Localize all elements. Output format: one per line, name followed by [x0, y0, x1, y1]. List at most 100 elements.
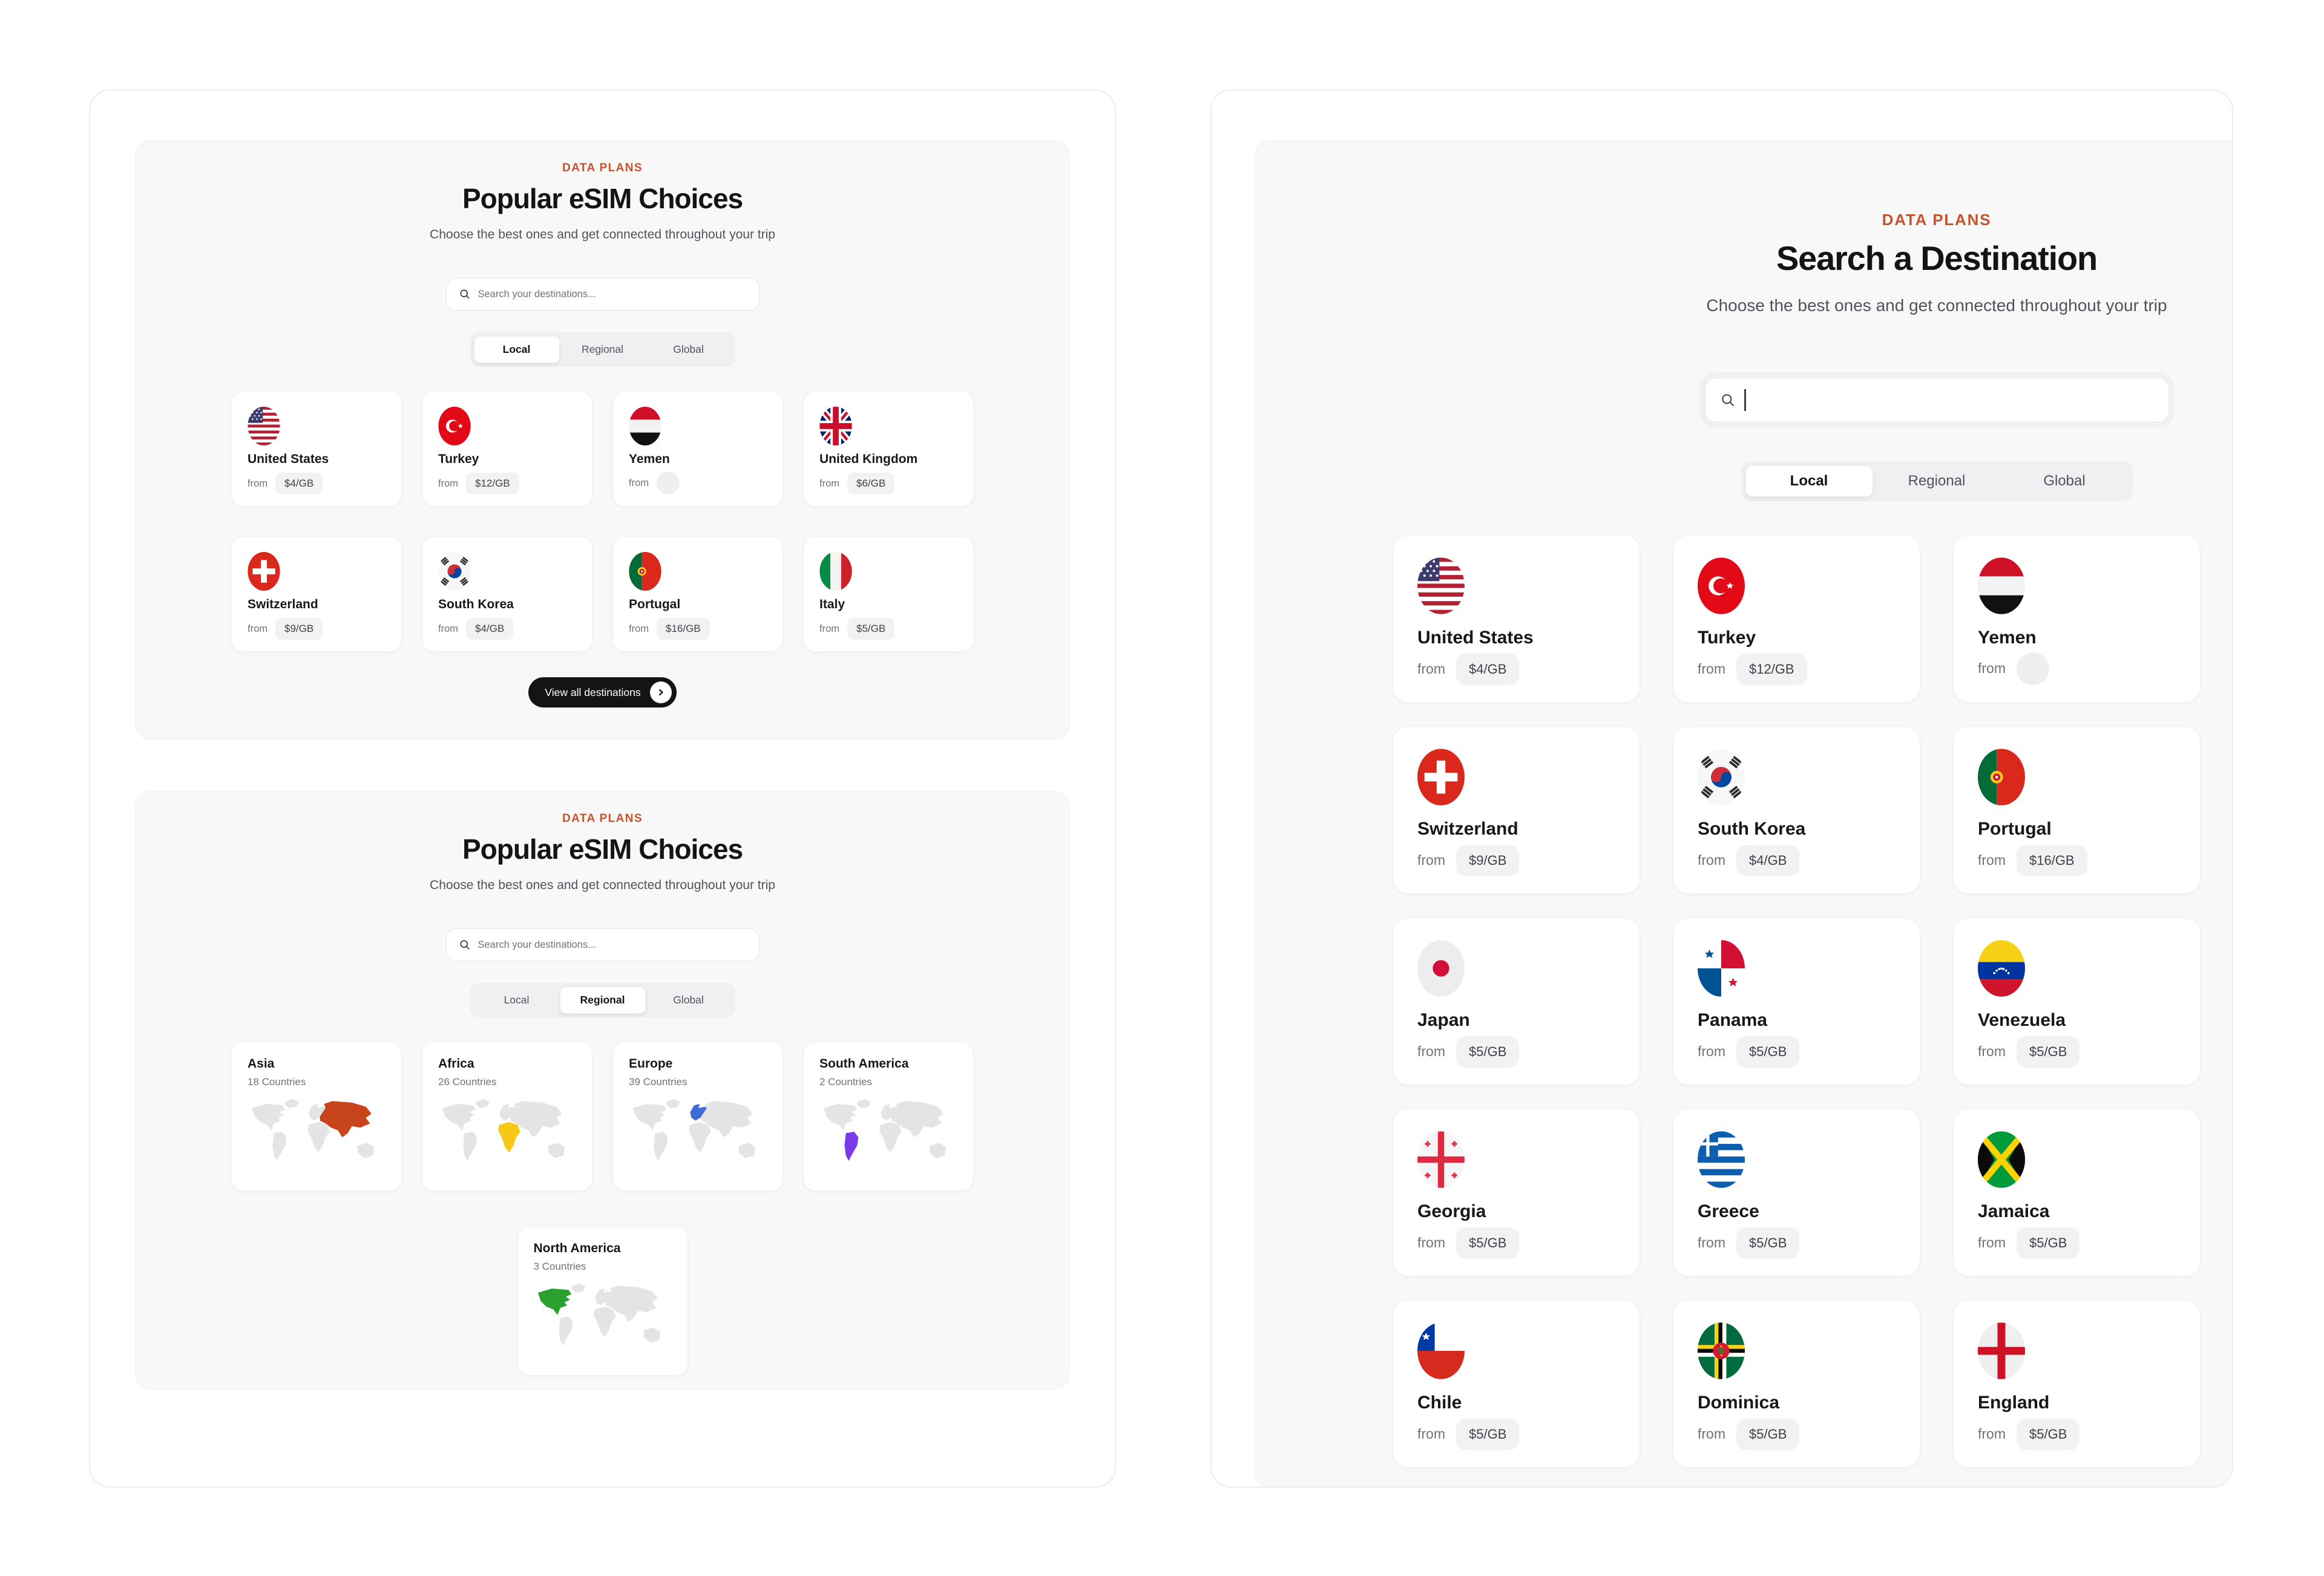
- country-card[interactable]: Turkey from $12/GB: [422, 391, 592, 507]
- price-row: from $12/GB: [438, 473, 576, 495]
- country-card-grid: United States from $4/GB Turkey from $12…: [231, 391, 974, 652]
- country-card[interactable]: Italy from $5/GB: [803, 536, 974, 652]
- price-badge: $16/GB: [2017, 844, 2087, 876]
- view-all-destinations-button[interactable]: View all destinations: [528, 677, 677, 708]
- price-row: from $16/GB: [1978, 844, 2176, 876]
- tab-regional[interactable]: Regional: [581, 343, 624, 356]
- price-row: from $4/GB: [438, 618, 576, 640]
- from-label: from: [1978, 852, 2006, 868]
- price-badge: $5/GB: [847, 618, 895, 640]
- search-destination-panel: DATA PLANS Search a Destination Choose t…: [1210, 90, 2233, 1488]
- turkey-flag-icon: [1698, 557, 1745, 614]
- turkey-flag-icon: [438, 407, 471, 445]
- price-row: from $4/GB: [1417, 653, 1615, 685]
- country-card[interactable]: Switzerland from $9/GB: [1393, 726, 1640, 894]
- country-card[interactable]: England from $5/GB: [1953, 1299, 2201, 1468]
- world-map-north-america: [534, 1281, 673, 1352]
- region-card[interactable]: South America 2 Countries: [803, 1042, 974, 1192]
- popular-esim-panel: DATA PLANS Popular eSIM Choices Choose t…: [89, 90, 1116, 1488]
- country-card[interactable]: United Kingdom from $6/GB: [803, 391, 974, 507]
- country-card[interactable]: United States from $4/GB: [231, 391, 402, 507]
- region-card[interactable]: Europe 39 Countries: [612, 1042, 783, 1192]
- tab-local[interactable]: Local: [504, 994, 530, 1006]
- price-badge: $4/GB: [1736, 844, 1800, 876]
- section-subtitle: Choose the best ones and get connected t…: [1706, 296, 2167, 315]
- price-badge: $5/GB: [1736, 1036, 1800, 1068]
- tab-global[interactable]: Global: [673, 343, 704, 356]
- from-label: from: [819, 623, 839, 634]
- view-all-label: View all destinations: [545, 686, 641, 698]
- tab-local[interactable]: Local: [473, 336, 560, 364]
- country-card[interactable]: Georgia from $5/GB: [1393, 1108, 1640, 1276]
- italy-flag-icon: [819, 552, 852, 591]
- destination-search-focused[interactable]: [1704, 377, 2169, 422]
- world-map-south-america: [819, 1096, 959, 1167]
- price-badge: $4/GB: [466, 618, 514, 640]
- jamaica-flag-icon: [1978, 1131, 2025, 1188]
- price-row: from $4/GB: [248, 473, 386, 495]
- switzerland-flag-icon: [248, 552, 280, 591]
- price-badge: $9/GB: [275, 618, 323, 640]
- country-card[interactable]: Yemen from: [612, 391, 783, 507]
- price-row: from $5/GB: [819, 618, 957, 640]
- price-row: from $16/GB: [629, 618, 767, 640]
- country-card[interactable]: Panama from $5/GB: [1673, 917, 1920, 1085]
- country-card-grid: United States from $4/GB Turkey from $12…: [1393, 534, 2232, 1468]
- country-card[interactable]: Portugal from $16/GB: [1953, 726, 2201, 894]
- from-label: from: [1698, 1426, 1725, 1442]
- from-label: from: [1417, 852, 1445, 868]
- tab-regional[interactable]: Regional: [1908, 472, 1966, 489]
- region-card[interactable]: North America 3 Countries: [517, 1226, 688, 1376]
- chevron-circle: [649, 681, 672, 704]
- search-input[interactable]: [1753, 391, 2115, 409]
- country-card[interactable]: Portugal from $16/GB: [612, 536, 783, 652]
- price-row: from: [629, 471, 767, 495]
- country-card[interactable]: Switzerland from $9/GB: [231, 536, 402, 652]
- chile-flag-icon: [1417, 1322, 1465, 1379]
- switzerland-flag-icon: [1417, 749, 1465, 806]
- country-card[interactable]: Dominica from $5/GB: [1673, 1299, 1920, 1468]
- country-card[interactable]: Turkey from $12/GB: [1673, 534, 1920, 703]
- from-label: from: [1417, 1235, 1445, 1251]
- tab-local[interactable]: Local: [1745, 465, 1873, 497]
- country-card[interactable]: Jamaica from $5/GB: [1953, 1108, 2201, 1276]
- country-name: Switzerland: [248, 597, 318, 612]
- panama-flag-icon: [1698, 940, 1745, 997]
- price-row: from $5/GB: [1417, 1227, 1615, 1259]
- section-eyebrow: DATA PLANS: [562, 162, 643, 174]
- tab-regional[interactable]: Regional: [559, 987, 646, 1014]
- price-badge: $4/GB: [1456, 653, 1520, 685]
- region-card[interactable]: Africa 26 Countries: [422, 1042, 592, 1192]
- from-label: from: [1978, 1235, 2006, 1251]
- world-map-asia: [248, 1096, 387, 1167]
- price-row: from $5/GB: [1417, 1418, 1615, 1450]
- country-card[interactable]: Japan from $5/GB: [1393, 917, 1640, 1085]
- region-card-centered-row: North America 3 Countries: [517, 1226, 688, 1376]
- country-card[interactable]: South Korea from $4/GB: [422, 536, 592, 652]
- search-destination-section: DATA PLANS Search a Destination Choose t…: [1255, 140, 2232, 1486]
- country-card[interactable]: Greece from $5/GB: [1673, 1108, 1920, 1276]
- price-badge: $5/GB: [2017, 1418, 2080, 1450]
- destination-search[interactable]: [445, 928, 760, 962]
- country-name: South Korea: [1698, 818, 1806, 839]
- destination-search[interactable]: [445, 278, 760, 311]
- country-card[interactable]: Venezuela from $5/GB: [1953, 917, 2201, 1085]
- country-card[interactable]: United States from $4/GB: [1393, 534, 1640, 703]
- search-input[interactable]: [476, 938, 720, 951]
- country-card[interactable]: Yemen from: [1953, 534, 2201, 703]
- price-badge: $5/GB: [2017, 1036, 2080, 1068]
- country-card[interactable]: South Korea from $4/GB: [1673, 726, 1920, 894]
- section-eyebrow: DATA PLANS: [562, 812, 643, 825]
- tab-global[interactable]: Global: [2043, 472, 2086, 489]
- dominica-flag-icon: [1698, 1322, 1745, 1379]
- country-card[interactable]: Chile from $5/GB: [1393, 1299, 1640, 1468]
- region-card[interactable]: Asia 18 Countries: [231, 1042, 402, 1192]
- price-badge: $16/GB: [657, 618, 710, 640]
- region-card-grid: Asia 18 Countries Africa 26 Countries Eu…: [231, 1042, 974, 1192]
- search-input[interactable]: [476, 287, 720, 301]
- from-label: from: [819, 478, 839, 489]
- tab-global[interactable]: Global: [673, 994, 704, 1006]
- greece-flag-icon: [1698, 1131, 1745, 1188]
- price-badge: $5/GB: [1456, 1418, 1520, 1450]
